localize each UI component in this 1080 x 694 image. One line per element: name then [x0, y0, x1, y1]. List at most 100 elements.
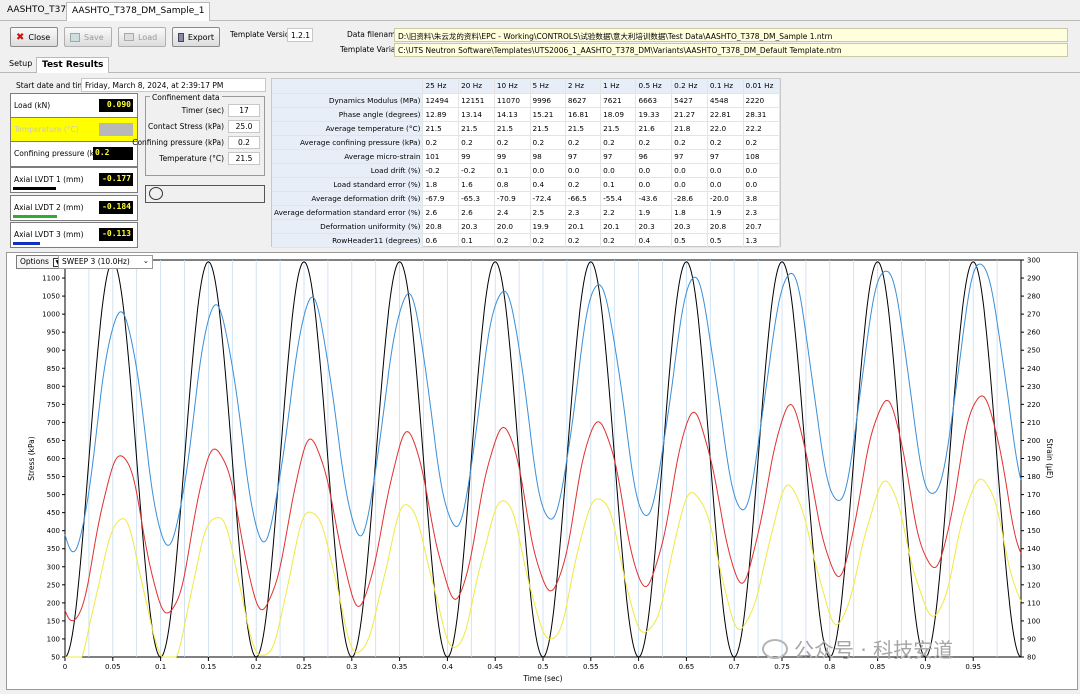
y2-tick-label: 120 [1027, 581, 1040, 589]
column-header: 25 Hz [422, 79, 460, 94]
y-tick-label: 350 [47, 545, 60, 553]
table-cell: 0.2 [600, 135, 637, 150]
toolbar: ✖ Close Save Load Export Template Versio… [0, 21, 1080, 57]
x-tick-label: 0.25 [296, 663, 312, 671]
temperature-conf-label: Temperature (°C) [159, 154, 224, 163]
table-cell: -67.9 [422, 191, 460, 206]
row-header: Load drift (%) [272, 163, 424, 178]
table-cell: 0.2 [671, 135, 708, 150]
x-tick-label: 0.35 [392, 663, 408, 671]
row-header: Load standard error (%) [272, 177, 424, 192]
template-variant-label: Template Variant [340, 45, 404, 54]
column-header: 20 Hz [458, 79, 495, 94]
y2-tick-label: 190 [1027, 455, 1040, 463]
table-cell: 13.14 [458, 107, 495, 122]
row-header: Phase angle (degrees) [272, 107, 424, 122]
table-cell: 0.0 [671, 163, 708, 178]
timer-label: Timer (sec) [181, 106, 224, 115]
table-cell: -0.2 [422, 163, 460, 178]
table-cell: 0.2 [422, 135, 460, 150]
x-tick-label: 0.7 [729, 663, 740, 671]
tab-aashto-t378[interactable]: AASHTO_T378 [7, 5, 72, 15]
save-button[interactable]: Save [64, 27, 112, 47]
confining-pressure-label: Confining pressure (kPa) [14, 149, 106, 158]
y-tick-label: 1000 [42, 311, 60, 319]
y2-tick-label: 110 [1027, 599, 1040, 607]
y2-tick-label: 260 [1027, 329, 1040, 337]
chart-panel: 0 0.05 0.1 0.15 0.2 0.25 0.3 0.35 0.4 0.45 0.5 0.55… [6, 252, 1078, 690]
confining-pressure-conf-label: Confining pressure (kPa) [132, 138, 224, 147]
table-header-row: 25 Hz 20 Hz 10 Hz 5 Hz 2 Hz 1 Hz 0.5 Hz 0.2 Hz 0… [272, 79, 781, 94]
table-cell: -43.6 [635, 191, 673, 206]
table-cell: 6663 [635, 93, 673, 108]
y2-axis-label: Strain (µE) [1045, 439, 1054, 479]
table-cell: 9996 [530, 93, 566, 108]
table-cell: 2.4 [494, 205, 531, 220]
table-cell: 1.9 [707, 205, 744, 220]
x-tick-label: 0.75 [774, 663, 790, 671]
data-filename-label: Data filename [347, 30, 400, 39]
table-cell: 0.0 [707, 177, 744, 192]
x-tick-label: 0.85 [870, 663, 886, 671]
y-tick-label: 750 [47, 401, 60, 409]
table-cell: 0.2 [707, 135, 744, 150]
table-cell: 21.5 [458, 121, 495, 136]
y-tick-label: 800 [47, 383, 60, 391]
tab-test-results[interactable]: Test Results [36, 57, 110, 73]
table-cell: 20.8 [707, 219, 744, 234]
table-cell: 21.5 [600, 121, 637, 136]
table-corner [272, 79, 424, 94]
table-cell: -66.5 [565, 191, 602, 206]
table-cell: 21.8 [671, 121, 708, 136]
load-button[interactable]: Load [118, 27, 166, 47]
series-line-3 [64, 395, 1022, 622]
column-header: 10 Hz [494, 79, 531, 94]
sweep-select[interactable]: SWEEP 3 (10.0Hz) ⌄ [58, 255, 153, 269]
y2-tick-label: 250 [1027, 347, 1040, 355]
contact-stress-value: 25.0 [228, 120, 260, 133]
table-cell: 16.81 [565, 107, 602, 122]
y-axis-label: Stress (kPa) [27, 436, 36, 480]
temperature-conf-value: 21.5 [228, 152, 260, 165]
table-row: Average micro-strain 101 99 99 98 97 97 96 97 97 1… [272, 149, 781, 164]
table-cell: -72.4 [530, 191, 566, 206]
table-cell: 108 [743, 149, 781, 164]
tab-aashto-t378-dm-sample-1[interactable]: AASHTO_T378_DM_Sample_1 [66, 2, 211, 21]
x-tick-label: 0.6 [633, 663, 645, 671]
y-tick-label: 850 [47, 365, 60, 373]
table-cell: 1.9 [635, 205, 673, 220]
y-tick-label: 200 [47, 599, 60, 607]
table-row: Dynamics Modulus (MPa) 12494 12151 11070 999… [272, 93, 781, 108]
table-cell: 0.5 [671, 233, 708, 248]
table-cell: 21.27 [671, 107, 708, 122]
column-header: 5 Hz [530, 79, 566, 94]
table-cell: 96 [635, 149, 673, 164]
table-cell: 98 [530, 149, 566, 164]
table-cell: 0.2 [530, 135, 566, 150]
row-header: Average confining pressure (kPa) [272, 135, 424, 150]
tab-setup[interactable]: Setup [9, 59, 33, 68]
row-header: Average deformation drift (%) [272, 191, 424, 206]
table-row: Average deformation standard error (%) 2.… [272, 205, 781, 220]
row-header: Average temperature (°C) [272, 121, 424, 136]
table-cell: 0.8 [494, 177, 531, 192]
temperature-label: Temperature (°C) [14, 125, 79, 134]
table-cell: 0.0 [743, 163, 781, 178]
table-cell: 8627 [565, 93, 602, 108]
confining-pressure-measurement: Confining pressure (kPa) 0.2 [10, 141, 138, 167]
table-cell: 0.1 [458, 233, 495, 248]
table-cell: 21.5 [422, 121, 460, 136]
y2-tick-label: 200 [1027, 437, 1040, 445]
table-cell: 20.1 [600, 219, 637, 234]
y2-tick-label: 210 [1027, 419, 1040, 427]
close-button[interactable]: ✖ Close [10, 27, 58, 47]
export-button[interactable]: Export [172, 27, 220, 47]
table-cell: 12494 [422, 93, 460, 108]
table-cell: 0.1 [494, 163, 531, 178]
table-cell: -20.0 [707, 191, 744, 206]
template-variant-field: C:\UTS Neutron Software\Templates\UTS200… [394, 43, 1068, 57]
y-tick-label: 250 [47, 581, 60, 589]
series-line-1 [64, 261, 1022, 658]
y2-tick-label: 160 [1027, 509, 1040, 517]
y2-tick-label: 230 [1027, 383, 1040, 391]
